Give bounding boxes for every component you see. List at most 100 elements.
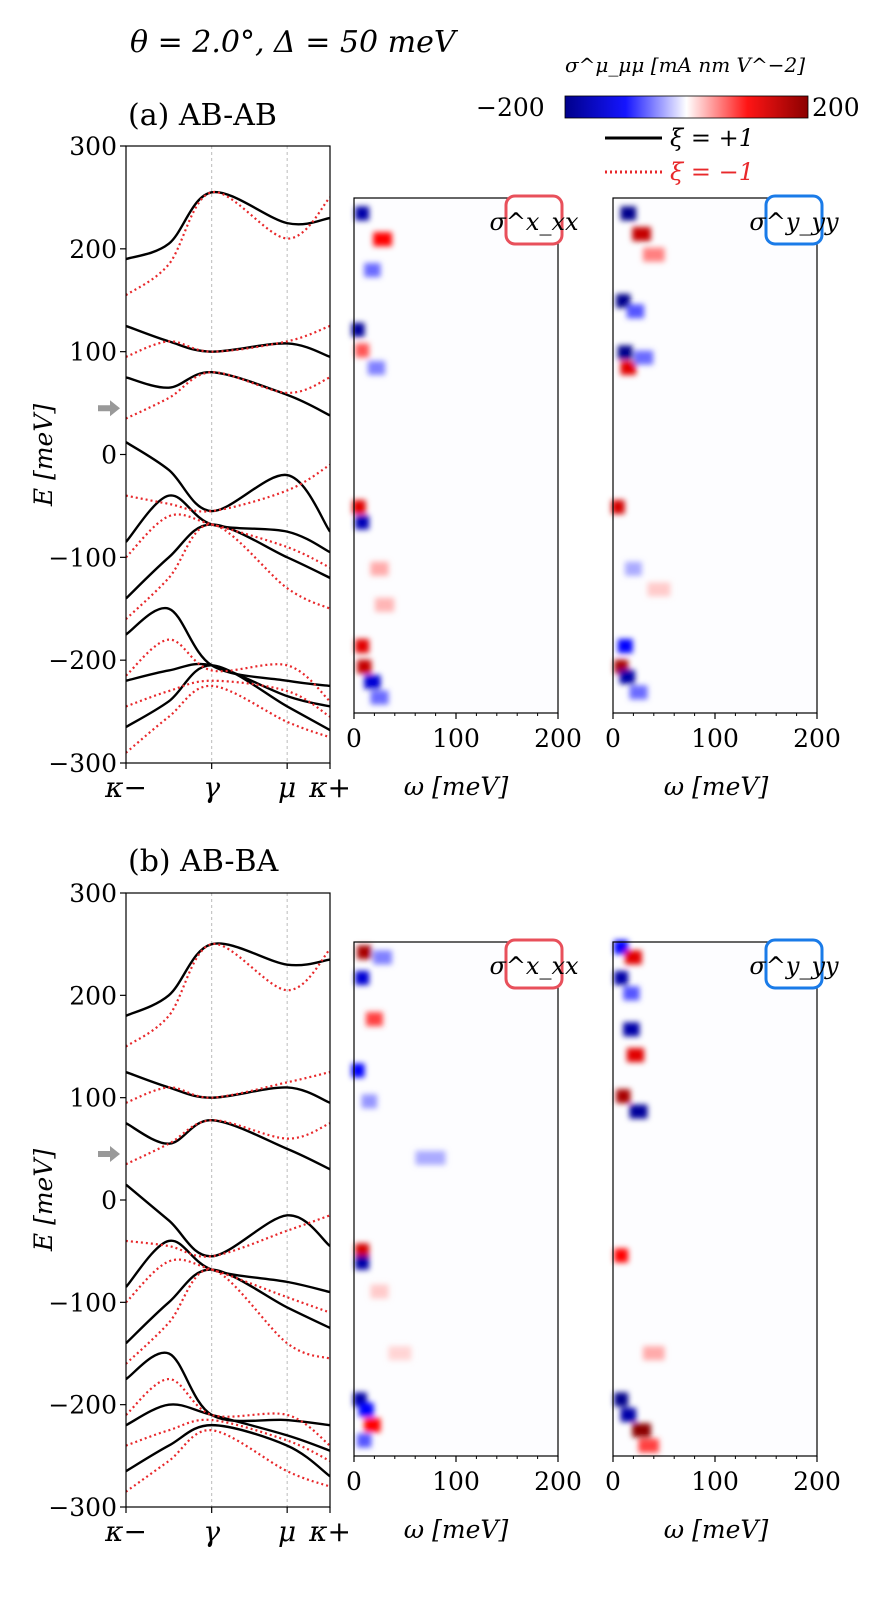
heatmap-cell bbox=[370, 561, 389, 576]
heatmap-cell bbox=[355, 206, 370, 221]
band-line-xi-minus bbox=[126, 1214, 330, 1258]
k-tick-label: κ− bbox=[104, 771, 147, 804]
panel-b-heatmap-xx: σ^x_xx 0 100 200 ω [meV] bbox=[346, 938, 582, 1544]
heatmap-cell bbox=[632, 1423, 651, 1438]
k-tick-label: κ− bbox=[104, 1515, 147, 1548]
band-line-xi-plus bbox=[126, 607, 330, 688]
heatmap-cell bbox=[620, 206, 637, 221]
x-tick-label: 100 bbox=[432, 724, 480, 753]
heatmap-cell bbox=[632, 227, 651, 242]
panel-a-k-ticks: κ− γ μ κ+ bbox=[104, 763, 351, 804]
panel-a: (a) AB-AB 300 200 100 0 −100 −200 −300 κ− γ μ κ+ … bbox=[29, 98, 841, 804]
band-line-xi-plus bbox=[126, 190, 330, 261]
x-tick-label: 100 bbox=[691, 724, 739, 753]
panel-b-bands bbox=[126, 893, 330, 1507]
heatmap-cell bbox=[355, 1243, 370, 1258]
y-tick-label: 100 bbox=[69, 338, 117, 367]
k-tick-label: κ+ bbox=[308, 1515, 351, 1548]
panel-a-xx-x-ticks: 0 100 200 bbox=[346, 713, 582, 753]
panel-b-xx-x-ticks: 0 100 200 bbox=[346, 1456, 582, 1496]
y-tick-label: 100 bbox=[69, 1084, 117, 1113]
panel-a-yy-tag-box bbox=[764, 194, 824, 246]
heatmap-cell bbox=[357, 1433, 372, 1448]
heatmap-cell bbox=[614, 970, 629, 985]
heatmap-cell bbox=[616, 1089, 631, 1104]
y-tick-label: −100 bbox=[48, 543, 117, 572]
panel-a-yy-xlabel: ω [meV] bbox=[664, 772, 769, 801]
panel-b-yy-bg bbox=[613, 942, 817, 1456]
heatmap-cell bbox=[625, 950, 642, 965]
panel-a-heatmap-xx: σ^x_xx 0 100 200 ω [meV] bbox=[346, 194, 582, 801]
heatmap-cell bbox=[364, 675, 381, 690]
panel-a-xx-xlabel: ω [meV] bbox=[404, 772, 509, 801]
panel-b-xx-spots bbox=[351, 945, 446, 1448]
y-tick-label: 0 bbox=[101, 441, 117, 470]
band-line-xi-minus bbox=[126, 1268, 330, 1365]
band-line-xi-minus bbox=[126, 638, 330, 703]
y-tick-label: −300 bbox=[48, 749, 117, 778]
panel-b-band-bg bbox=[126, 893, 330, 1507]
panel-b-k-ticks: κ− γ μ κ+ bbox=[104, 1507, 351, 1548]
legend-label-plus: ξ = +1 bbox=[670, 124, 754, 152]
x-tick-label: 0 bbox=[605, 1467, 621, 1496]
heatmap-cell bbox=[366, 1012, 383, 1027]
k-tick-label: γ bbox=[203, 1515, 220, 1548]
header-params: θ = 2.0°, Δ = 50 meV bbox=[130, 25, 459, 60]
panel-a-arrow-icon bbox=[98, 400, 120, 417]
legend-label-minus: ξ = −1 bbox=[670, 158, 754, 186]
panel-a-bands bbox=[126, 146, 330, 763]
heatmap-cell bbox=[415, 1150, 446, 1165]
band-line-xi-minus bbox=[126, 463, 330, 513]
heatmap-cell bbox=[357, 659, 372, 674]
x-tick-label: 200 bbox=[534, 1467, 582, 1496]
panel-b-xx-xlabel: ω [meV] bbox=[404, 1515, 509, 1544]
heatmap-cell bbox=[638, 1438, 659, 1453]
panel-b-arrow-icon bbox=[98, 1145, 120, 1162]
heatmap-cell bbox=[355, 515, 370, 530]
x-tick-label: 200 bbox=[793, 724, 841, 753]
heatmap-cell bbox=[626, 304, 645, 319]
x-tick-label: 200 bbox=[534, 724, 582, 753]
panel-a-heatmap-yy: σ^y_yy 0 100 200 ω [meV] bbox=[605, 194, 841, 801]
x-tick-label: 100 bbox=[691, 1467, 739, 1496]
heatmap-cell bbox=[620, 1407, 637, 1422]
panel-b-xx-tag: σ^x_xx bbox=[489, 952, 579, 980]
heatmap-cell bbox=[364, 1418, 381, 1433]
x-tick-label: 0 bbox=[605, 724, 621, 753]
band-line-xi-plus bbox=[126, 1118, 330, 1171]
panel-b-ylabel: E [meV] bbox=[29, 1149, 58, 1253]
heatmap-cell bbox=[351, 1063, 365, 1078]
panel-b-title: (b) AB-BA bbox=[128, 844, 279, 879]
y-tick-label: 0 bbox=[101, 1186, 117, 1215]
colorbar-label: σ^μ_μμ [mA nm V^−2] bbox=[565, 53, 805, 77]
panel-a-band-plot: 300 200 100 0 −100 −200 −300 κ− γ μ κ+ E [meV] bbox=[29, 132, 351, 804]
y-tick-label: 200 bbox=[69, 235, 117, 264]
panel-b-yy-tag: σ^y_yy bbox=[749, 952, 839, 980]
panel-a-yy-tag: σ^y_yy bbox=[749, 208, 839, 236]
heatmap-cell bbox=[367, 360, 386, 375]
heatmap-cell bbox=[626, 1048, 645, 1063]
panel-b: (b) AB-BA 300 200 100 0 −100 −200 −300 κ− γ μ κ+ … bbox=[29, 844, 841, 1548]
heatmap-cell bbox=[634, 350, 654, 365]
band-line-xi-minus bbox=[126, 324, 330, 358]
y-tick-label: 300 bbox=[69, 132, 117, 161]
heatmap-cell bbox=[355, 1255, 370, 1270]
heatmap-cell bbox=[629, 685, 648, 700]
heatmap-cell bbox=[358, 1402, 374, 1417]
panel-b-xx-tag-box bbox=[504, 938, 564, 990]
heatmap-cell bbox=[351, 322, 365, 337]
k-tick-label: μ bbox=[278, 1515, 296, 1548]
y-tick-label: 300 bbox=[69, 879, 117, 908]
panel-a-xx-tag: σ^x_xx bbox=[489, 208, 579, 236]
k-tick-label: κ+ bbox=[308, 771, 351, 804]
heatmap-cell bbox=[643, 247, 665, 262]
x-tick-label: 0 bbox=[346, 724, 362, 753]
x-tick-label: 200 bbox=[793, 1467, 841, 1496]
band-line-xi-minus bbox=[126, 1377, 330, 1447]
heatmap-cell bbox=[357, 945, 372, 960]
y-tick-label: −200 bbox=[48, 646, 117, 675]
k-tick-label: γ bbox=[203, 771, 220, 804]
heatmap-cell bbox=[373, 232, 392, 247]
heatmap-cell bbox=[611, 500, 625, 514]
